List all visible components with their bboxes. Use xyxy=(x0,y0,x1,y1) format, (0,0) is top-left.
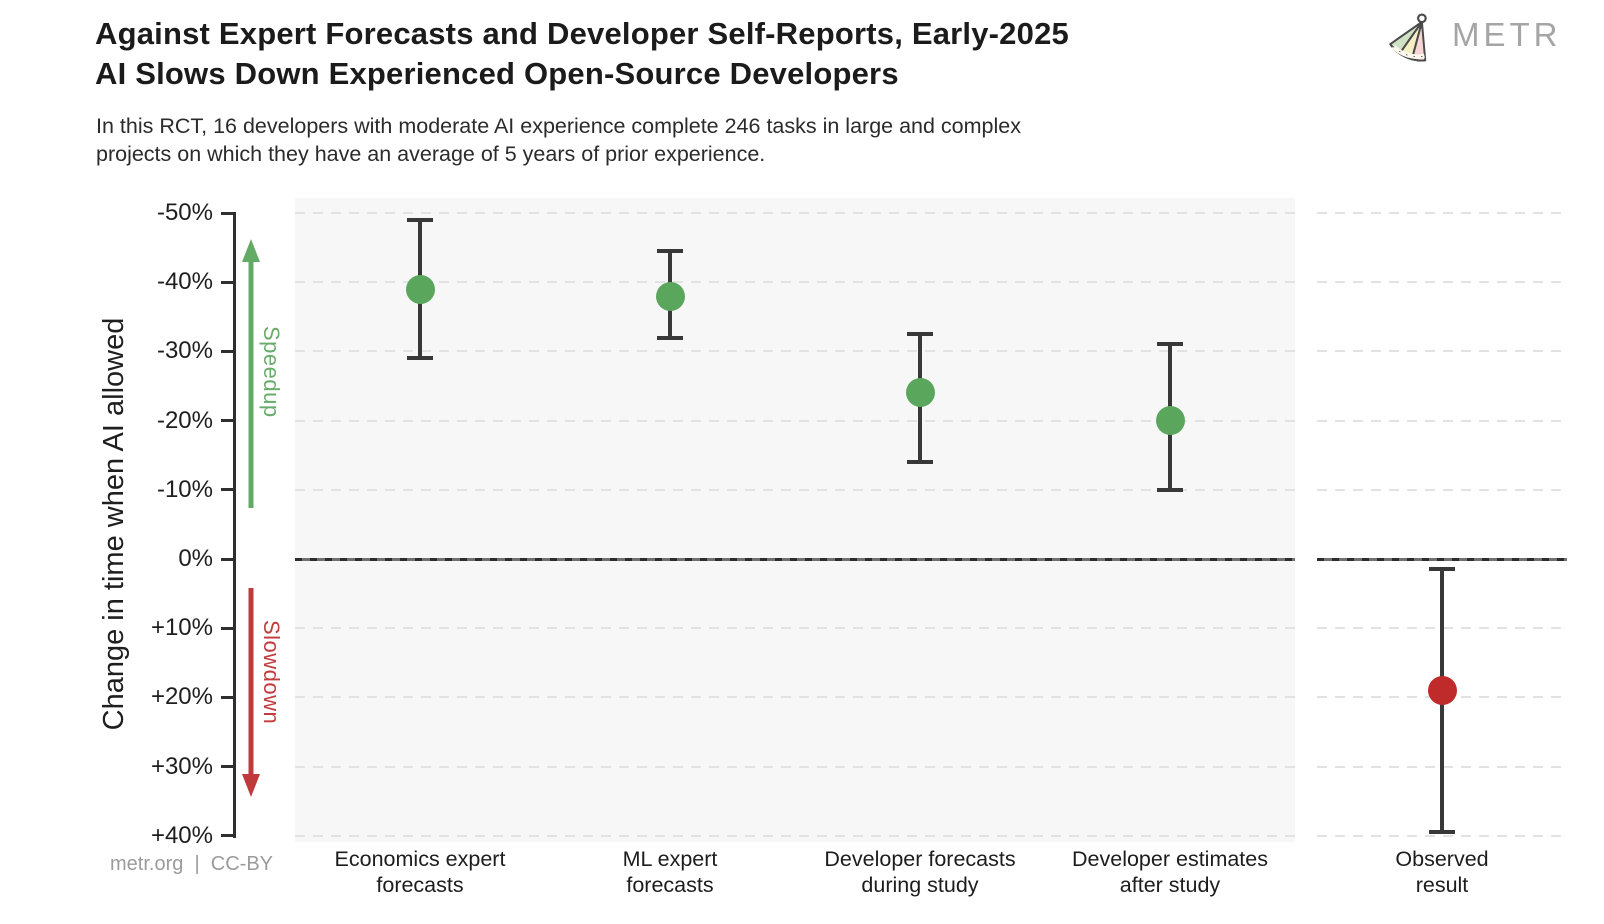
slowdown-arrow-icon xyxy=(238,584,264,800)
page-title: Against Expert Forecasts and Developer S… xyxy=(95,14,1069,95)
speedup-label: Speedup xyxy=(259,326,284,418)
x-tick-label-developer-estimates: Developer estimates after study xyxy=(1072,846,1268,898)
gridline xyxy=(295,350,1295,353)
y-tick xyxy=(221,349,233,353)
y-tick-label: -50% xyxy=(156,199,213,226)
gridline xyxy=(295,834,1295,837)
error-bar-cap-bottom xyxy=(1157,487,1183,492)
x-tick-label-line: forecasts xyxy=(376,873,464,898)
page-title-line1: Against Expert Forecasts and Developer S… xyxy=(95,16,1069,51)
gridline xyxy=(1317,488,1567,491)
error-bar-cap-top xyxy=(907,332,933,337)
y-tick xyxy=(221,557,233,561)
x-tick-label-ml-expert: ML expert forecasts xyxy=(623,846,718,898)
x-tick-label-line: Economics expert xyxy=(334,847,506,871)
y-tick-label: +10% xyxy=(150,614,213,642)
error-bar-cap-top xyxy=(1157,342,1183,347)
zero-line xyxy=(295,557,1295,561)
x-tick-label-economics-expert: Economics expert forecasts xyxy=(335,846,506,898)
zero-line xyxy=(1317,557,1567,561)
error-bar-cap-top xyxy=(657,249,683,254)
x-tick-label-observed: Observed result xyxy=(1395,846,1488,898)
gridline xyxy=(1317,350,1567,353)
chart-subtitle: In this RCT, 16 developers with moderate… xyxy=(96,112,1021,169)
x-tick-label-developer-forecasts: Developer forecasts during study xyxy=(824,846,1015,898)
data-point-observed xyxy=(1427,675,1457,705)
x-tick-label-line: Developer forecasts xyxy=(824,847,1016,871)
error-bar-cap-bottom xyxy=(657,335,683,340)
metr-wordmark: METR xyxy=(1452,16,1562,53)
subtitle-line1: In this RCT, 16 developers with moderate… xyxy=(96,114,1021,138)
y-tick xyxy=(221,695,233,699)
x-tick-label-line: Observed xyxy=(1395,847,1489,871)
error-bar-cap-top xyxy=(407,217,433,222)
page-title-line2: AI Slows Down Experienced Open-Source De… xyxy=(95,56,899,92)
y-axis-spine xyxy=(233,212,236,838)
error-bar-cap-bottom xyxy=(407,356,433,361)
gridline xyxy=(295,765,1295,768)
y-tick-label: -10% xyxy=(156,475,213,503)
slowdown-label: Slowdown xyxy=(259,620,284,725)
gridline xyxy=(295,281,1295,284)
y-tick xyxy=(221,488,233,492)
gridline xyxy=(1317,419,1567,422)
x-tick-label-line: after study xyxy=(1119,873,1221,898)
gridline xyxy=(1317,281,1567,284)
y-tick-label: -20% xyxy=(156,406,213,434)
gridline xyxy=(295,419,1295,422)
x-tick-label-line: ML expert xyxy=(622,847,718,871)
y-tick-label: -30% xyxy=(156,337,213,365)
y-tick-label: +30% xyxy=(150,752,213,780)
y-tick xyxy=(221,419,233,423)
y-tick-label: +40% xyxy=(150,821,213,849)
gridline xyxy=(295,627,1295,630)
data-point-developer-forecasts xyxy=(905,378,935,408)
y-tick-label: -40% xyxy=(156,268,213,296)
x-tick-label-line: Developer estimates xyxy=(1072,847,1268,871)
speedup-arrow-icon xyxy=(238,236,264,514)
y-tick xyxy=(221,765,233,769)
metr-logo-icon xyxy=(1385,12,1439,66)
credit-line: metr.org | CC-BY xyxy=(110,853,274,875)
gridline xyxy=(295,488,1295,491)
y-tick-label: 0% xyxy=(178,545,213,572)
x-tick-label-line: result xyxy=(1415,873,1469,898)
gridline xyxy=(1317,834,1567,837)
error-bar-cap-top xyxy=(1429,567,1455,572)
x-tick-label-line: during study xyxy=(861,873,979,898)
gridline xyxy=(295,696,1295,699)
gridline xyxy=(295,212,1295,214)
y-tick xyxy=(221,834,233,838)
gridline xyxy=(1317,212,1567,214)
data-point-developer-estimates xyxy=(1155,406,1185,436)
x-tick-label-line: forecasts xyxy=(626,873,714,898)
y-tick xyxy=(221,211,233,215)
data-point-economics-expert xyxy=(405,274,435,304)
y-tick-label: +20% xyxy=(150,683,213,711)
subtitle-line2: projects on which they have an average o… xyxy=(96,142,766,167)
y-tick xyxy=(221,626,233,630)
forecasts-panel xyxy=(295,198,1295,842)
error-bar-cap-bottom xyxy=(907,460,933,465)
data-point-ml-expert xyxy=(655,281,685,311)
error-bar-cap-bottom xyxy=(1429,830,1455,835)
y-tick xyxy=(221,280,233,284)
